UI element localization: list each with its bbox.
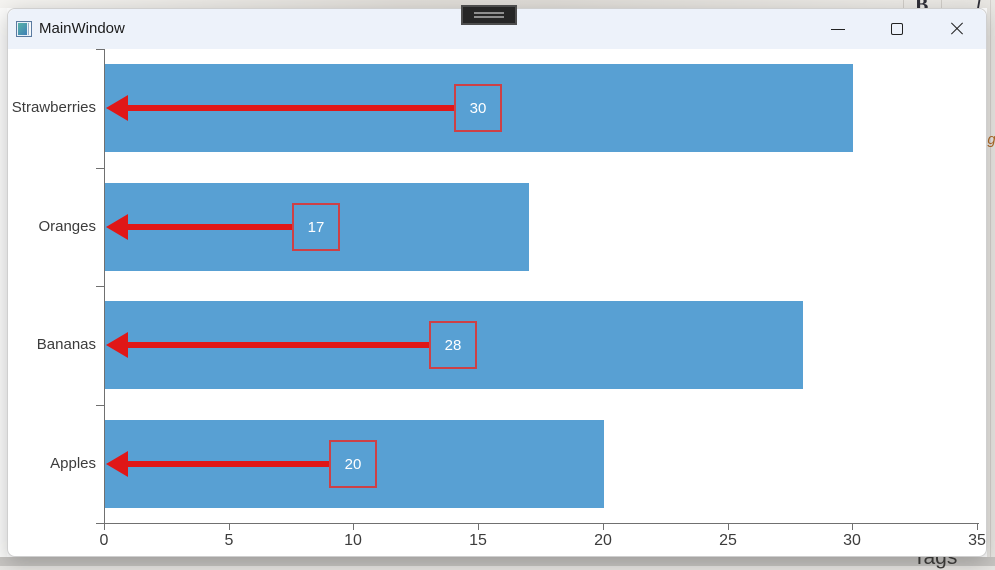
x-axis-tick (478, 523, 479, 530)
y-axis-tick (96, 49, 104, 50)
x-axis-tick (603, 523, 604, 530)
bar-chart: 0 5 10 15 20 25 30 35 Strawberries 30 Oranges 17 Ban… (8, 49, 986, 557)
minimize-icon (831, 28, 845, 30)
data-label-box: 30 (454, 84, 502, 132)
x-tick-label: 25 (719, 532, 737, 549)
y-axis-tick (96, 168, 104, 169)
background-right-strip (987, 0, 995, 562)
x-axis-tick (104, 523, 105, 530)
x-axis-tick (852, 523, 853, 530)
x-tick-label: 10 (344, 532, 362, 549)
category-label-strawberries: Strawberries (11, 99, 96, 116)
indicator-line-icon (474, 16, 504, 18)
background-column-divider (903, 0, 904, 14)
annotation-arrow-shaft (126, 224, 292, 230)
x-axis-tick (229, 523, 230, 530)
close-button[interactable] (927, 9, 986, 49)
background-column-divider (941, 0, 942, 14)
annotation-arrow-head-icon (106, 451, 128, 477)
x-tick-label: 0 (99, 532, 109, 549)
background-left-strip (0, 8, 7, 557)
x-tick-label: 15 (469, 532, 487, 549)
minimize-button[interactable] (809, 9, 867, 49)
x-axis-tick (977, 523, 978, 530)
data-label-box: 20 (329, 440, 377, 488)
category-label-bananas: Bananas (36, 336, 96, 353)
title-bar[interactable]: MainWindow (8, 9, 986, 49)
background-bottom-strip (0, 557, 995, 566)
annotation-arrow-head-icon (106, 214, 128, 240)
data-label-box: 17 (292, 203, 340, 251)
x-axis-tick (728, 523, 729, 530)
x-tick-label: 35 (968, 532, 986, 549)
annotation-arrow-head-icon (106, 332, 128, 358)
app-icon-pane (28, 23, 31, 35)
data-label-box: 28 (429, 321, 477, 369)
x-axis-tick (353, 523, 354, 530)
x-tick-label: 30 (843, 532, 861, 549)
y-axis-line (104, 49, 105, 524)
x-tick-label: 5 (224, 532, 234, 549)
maximize-button[interactable] (868, 9, 926, 49)
background-column-divider (990, 0, 991, 557)
close-icon (949, 21, 965, 37)
x-tick-label: 20 (594, 532, 612, 549)
y-axis-tick (96, 405, 104, 406)
x-axis-line (96, 523, 979, 524)
screen-capture-indicator[interactable] (461, 5, 517, 25)
category-label-apples: Apples (50, 455, 96, 472)
y-axis-tick (96, 286, 104, 287)
app-icon (16, 21, 32, 37)
background-bottom-strip-light (0, 566, 995, 570)
annotation-arrow-shaft (126, 105, 454, 111)
window-title: MainWindow (39, 20, 125, 37)
maximize-icon (891, 23, 903, 35)
category-label-oranges: Oranges (38, 218, 96, 235)
main-window: MainWindow 0 5 10 15 20 25 30 35 Strawberries 30 O… (7, 8, 987, 557)
app-icon-pane (18, 23, 27, 35)
indicator-line-icon (474, 12, 504, 14)
annotation-arrow-head-icon (106, 95, 128, 121)
background-top-strip (0, 0, 995, 8)
annotation-arrow-shaft (126, 342, 429, 348)
annotation-arrow-shaft (126, 461, 329, 467)
